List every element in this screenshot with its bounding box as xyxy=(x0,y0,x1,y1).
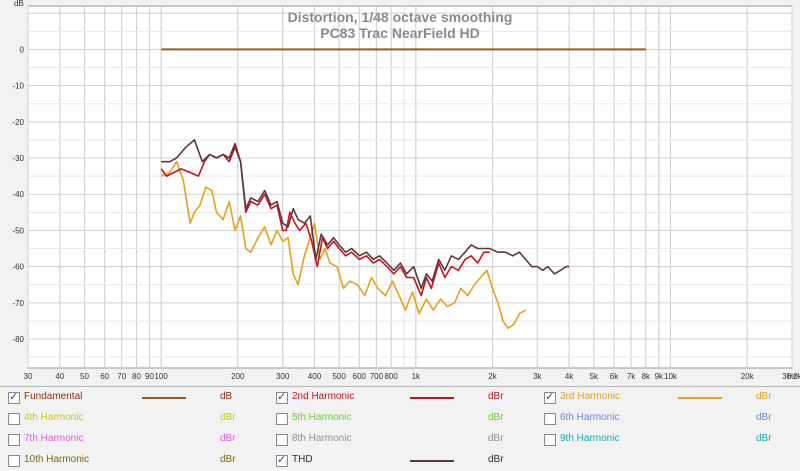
legend-label: 6th Harmonic xyxy=(560,412,620,423)
legend-panel: FundamentaldB2nd HarmonicdBr3rd Harmonic… xyxy=(0,386,800,471)
legend-item-thd: THD dBr xyxy=(268,451,528,471)
x-axis-unit-label: Hz xyxy=(787,372,797,381)
y-tick-label: -10 xyxy=(12,82,24,91)
legend-label: 10th Harmonic xyxy=(24,454,90,465)
x-tick-label: 100 xyxy=(154,372,168,381)
x-tick-label: 50 xyxy=(80,372,89,381)
legend-unit: dBr xyxy=(756,391,772,402)
series-line-3rd-harmonic xyxy=(160,160,527,329)
y-tick-label: -50 xyxy=(12,226,24,235)
legend-checkbox-10th-harmonic[interactable] xyxy=(8,455,20,467)
legend-label: 7th Harmonic xyxy=(24,433,84,444)
legend-unit: dBr xyxy=(488,391,504,402)
plot-area xyxy=(27,5,793,369)
legend-checkbox-9th-harmonic[interactable] xyxy=(544,434,556,446)
legend-unit: dBr xyxy=(488,433,504,444)
y-tick-label: -70 xyxy=(12,299,24,308)
legend-unit: dBr xyxy=(220,412,236,423)
y-tick-label: 0 xyxy=(20,45,25,54)
x-tick-label: 700 xyxy=(370,372,384,381)
legend-checkbox-3rd-harmonic[interactable] xyxy=(544,390,556,404)
legend-unit: dBr xyxy=(756,433,772,444)
x-tick-label: 9k xyxy=(655,372,664,381)
x-tick-label: 8k xyxy=(642,372,651,381)
legend-checkbox-5th-harmonic[interactable] xyxy=(276,413,288,425)
y-tick-label: -20 xyxy=(12,118,24,127)
x-tick-label: 30.0k xyxy=(782,372,800,381)
series-line-thd xyxy=(161,139,570,290)
legend-line-swatch xyxy=(142,397,186,399)
legend-label: Fundamental xyxy=(24,391,83,402)
x-tick-label: 20k xyxy=(741,372,755,381)
legend-line-swatch xyxy=(678,397,722,399)
legend-checkbox-8th-harmonic[interactable] xyxy=(276,434,288,446)
legend-unit: dBr xyxy=(756,412,772,423)
legend-label: 2nd Harmonic xyxy=(292,391,355,402)
legend-line-swatch xyxy=(410,397,454,399)
legend-item-4th-harmonic: 4th Harmonic dBr xyxy=(0,409,260,429)
x-tick-label: 40 xyxy=(55,372,64,381)
x-tick-label: 4k xyxy=(565,372,574,381)
x-tick-label: 80 xyxy=(132,372,141,381)
x-tick-label: 400 xyxy=(308,372,322,381)
legend-checkbox-fundamental[interactable] xyxy=(8,390,20,404)
x-tick-label: 70 xyxy=(117,372,126,381)
x-tick-label: 7k xyxy=(627,372,636,381)
legend-item-6th-harmonic: 6th Harmonic dBr xyxy=(536,409,796,429)
legend-unit: dBr xyxy=(488,454,504,465)
legend-label: 5th Harmonic xyxy=(292,412,352,423)
chart-svg: 0 -10 -20 -30 -40 -50 -60 -70 -80 dB 30 40 50 60 70 80 9… xyxy=(12,0,800,381)
x-tick-label: 5k xyxy=(590,372,599,381)
legend-checkbox-6th-harmonic[interactable] xyxy=(544,413,556,425)
chart-title: Distortion, 1/48 octave smoothing xyxy=(288,9,513,25)
x-tick-label: 600 xyxy=(353,372,367,381)
legend-unit: dBr xyxy=(220,454,236,465)
legend-label: 4th Harmonic xyxy=(24,412,84,423)
legend-label: 8th Harmonic xyxy=(292,433,352,444)
x-tick-label: 1k xyxy=(412,372,421,381)
legend-label: 3rd Harmonic xyxy=(560,391,621,402)
y-tick-label: -80 xyxy=(12,335,24,344)
y-tick-label: -40 xyxy=(12,190,24,199)
y-axis-unit-label: dB xyxy=(14,0,24,8)
x-tick-label: 60 xyxy=(100,372,109,381)
x-tick-label: 6k xyxy=(610,372,619,381)
legend-item-3rd-harmonic: 3rd Harmonic dBr xyxy=(536,388,796,408)
legend-item-7th-harmonic: 7th Harmonic dBr xyxy=(0,430,260,450)
legend-unit: dBr xyxy=(220,433,236,444)
x-tick-label: 800 xyxy=(384,372,398,381)
legend-line-swatch xyxy=(410,460,454,462)
y-tick-label: -30 xyxy=(12,154,24,163)
distortion-chart: 0 -10 -20 -30 -40 -50 -60 -70 -80 dB 30 40 50 60 70 80 9… xyxy=(12,0,800,381)
legend-label: 9th Harmonic xyxy=(560,433,620,444)
x-tick-label: 200 xyxy=(231,372,245,381)
y-tick-label: -60 xyxy=(12,263,24,272)
legend-item-fundamental: Fundamental dB xyxy=(0,388,260,408)
legend-item-5th-harmonic: 5th Harmonic dBr xyxy=(268,409,528,429)
x-tick-label: 300 xyxy=(276,372,290,381)
legend-checkbox-7th-harmonic[interactable] xyxy=(8,434,20,446)
legend-checkbox-thd[interactable] xyxy=(276,453,288,467)
chart-subtitle: PC83 Trac NearField HD xyxy=(320,25,480,41)
x-tick-label: 90 xyxy=(145,372,154,381)
x-tick-label: 2k xyxy=(488,372,497,381)
x-tick-label: 10k xyxy=(664,372,678,381)
legend-item-8th-harmonic: 8th Harmonic dBr xyxy=(268,430,528,450)
x-tick-label: 3k xyxy=(533,372,542,381)
legend-checkbox-4th-harmonic[interactable] xyxy=(8,413,20,425)
legend-label: THD xyxy=(292,454,313,465)
legend-item-9th-harmonic: 9th Harmonic dBr xyxy=(536,430,796,450)
legend-item-2nd-harmonic: 2nd Harmonic dBr xyxy=(268,388,528,408)
legend-checkbox-2nd-harmonic[interactable] xyxy=(276,390,288,404)
legend-item-10th-harmonic: 10th Harmonic dBr xyxy=(0,451,260,471)
legend-unit: dB xyxy=(220,391,233,402)
x-tick-label: 30 xyxy=(24,372,33,381)
legend-unit: dBr xyxy=(488,412,504,423)
x-tick-label: 500 xyxy=(332,372,346,381)
